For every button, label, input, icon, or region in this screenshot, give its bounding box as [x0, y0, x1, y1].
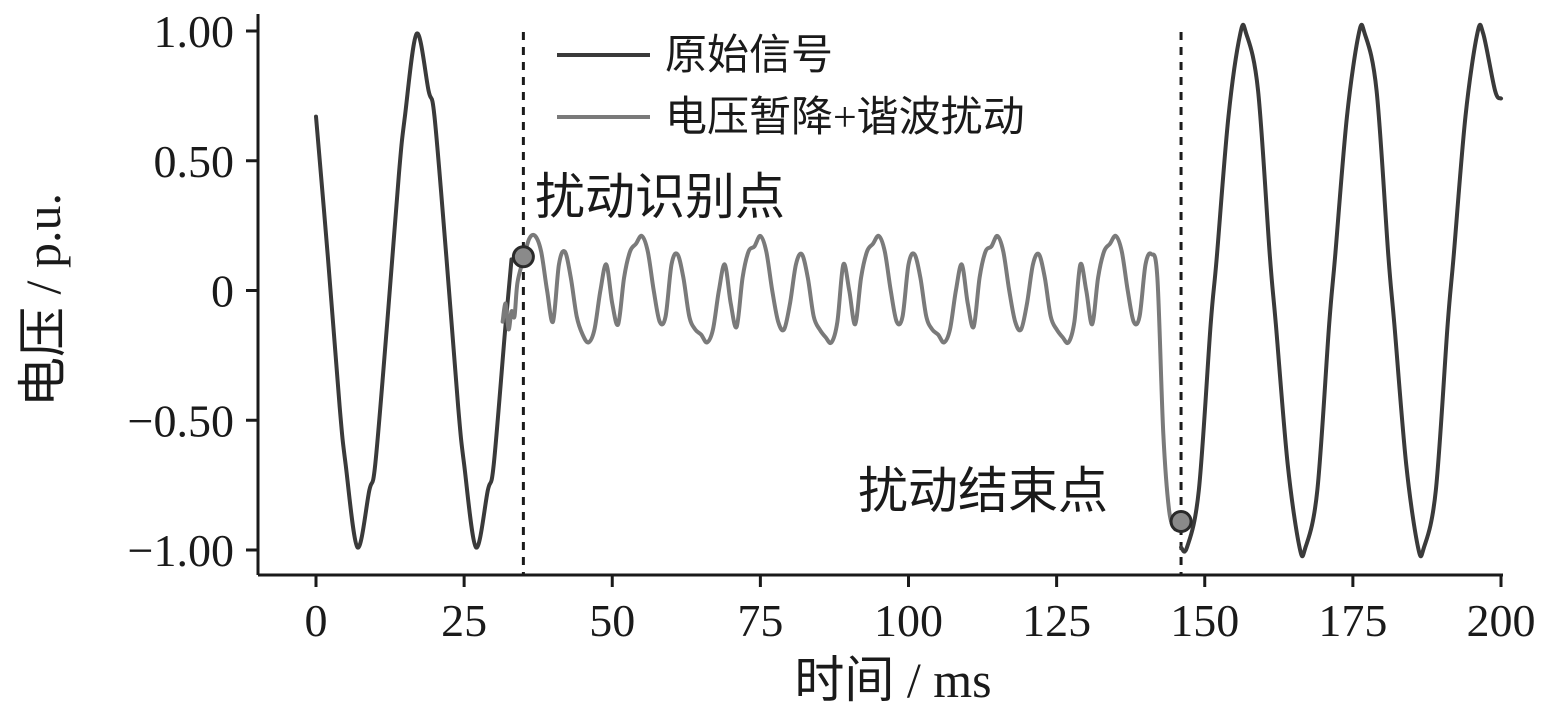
annotation-point-marker	[1169, 509, 1193, 533]
series-line-disturbance	[500, 232, 1178, 532]
y-ticks: 1.00 0.50 0 −0.50 −1.00	[128, 6, 258, 576]
y-tick-label: 0	[211, 266, 234, 317]
y-tick-label: −0.50	[128, 395, 234, 446]
y-tick-label: 1.00	[154, 6, 235, 57]
y-axis-title: 电压 / p.u.	[15, 193, 71, 407]
series-line-original	[1179, 22, 1503, 559]
x-tick-label: 125	[1022, 595, 1091, 646]
series-line-original	[314, 31, 514, 550]
x-tick-label: 100	[874, 595, 943, 646]
x-tick-label: 25	[441, 595, 487, 646]
legend: 原始信号 电压暂降+谐波扰动	[557, 33, 1025, 141]
x-tick-label: 175	[1318, 595, 1387, 646]
y-tick-label: −1.00	[128, 525, 234, 576]
annotation-point-marker	[511, 245, 535, 269]
series-lines	[314, 22, 1503, 559]
annotation-detection-point: 扰动识别点	[535, 169, 785, 225]
x-tick-label: 0	[305, 595, 328, 646]
x-tick-label: 200	[1467, 595, 1536, 646]
legend-label-disturbance: 电压暂降+谐波扰动	[665, 95, 1025, 141]
x-tick-label: 150	[1170, 595, 1239, 646]
x-tick-label: 75	[737, 595, 783, 646]
x-ticks: 0 25 50 75 100 125 150 175 200	[305, 575, 1536, 646]
legend-label-original: 原始信号	[665, 33, 833, 79]
y-tick-label: 0.50	[154, 136, 235, 187]
disturbance-marker-lines	[521, 32, 1183, 575]
x-tick-label: 50	[589, 595, 635, 646]
x-axis-title: 时间 / ms	[794, 652, 991, 708]
annotation-points	[511, 245, 1193, 533]
annotation-end-point: 扰动结束点	[858, 463, 1108, 519]
